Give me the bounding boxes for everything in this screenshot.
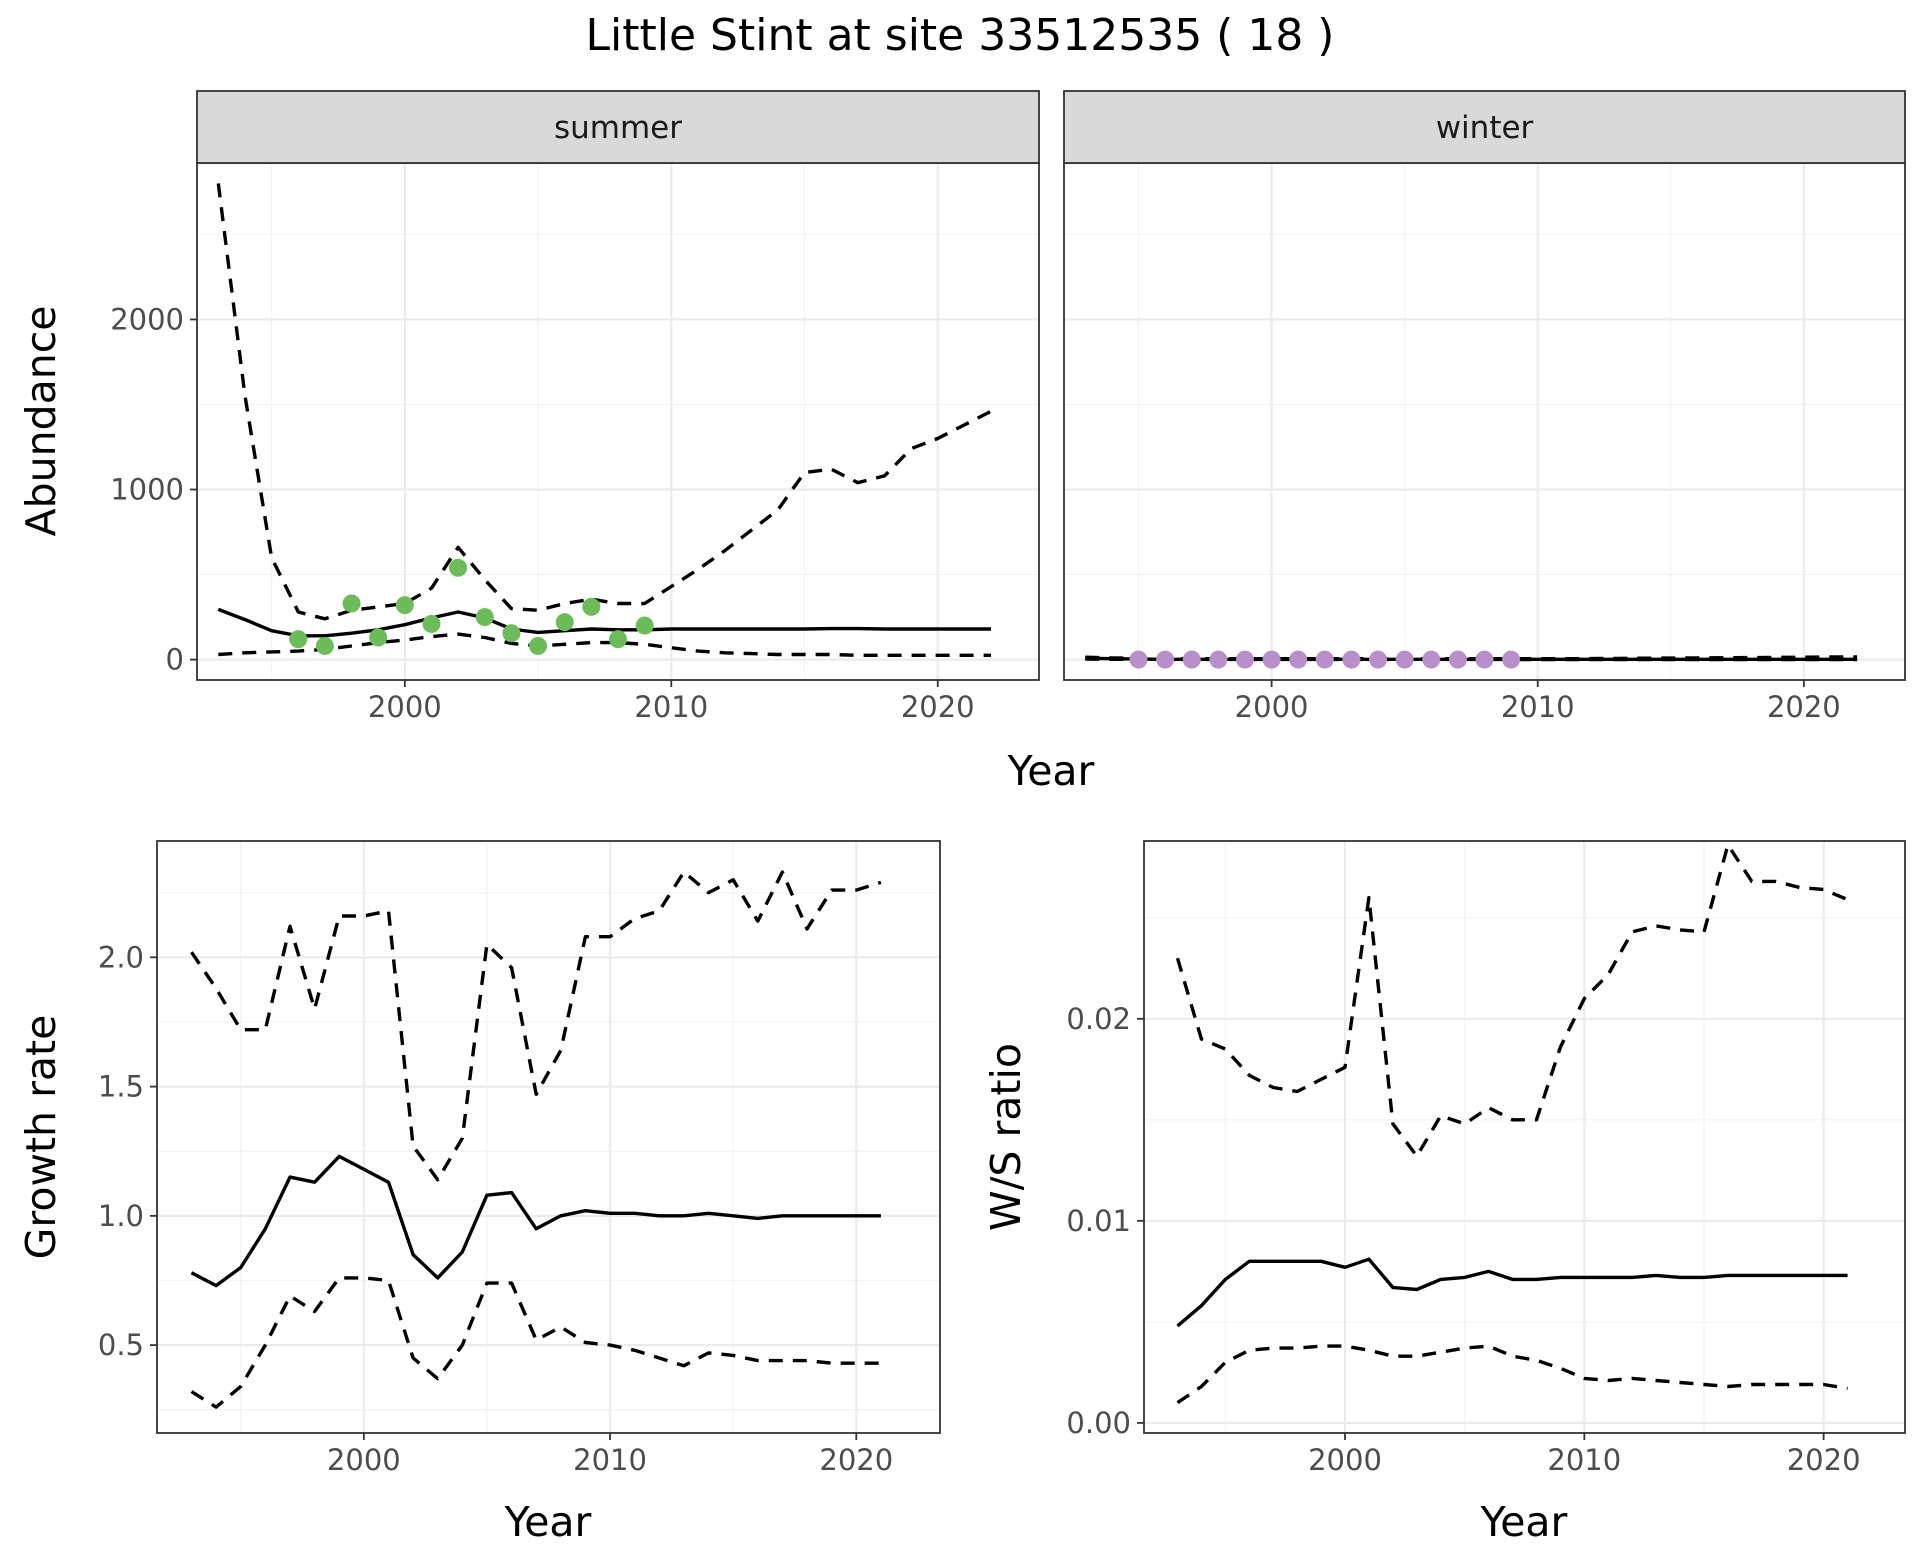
winter-strip-label: winter	[1436, 110, 1534, 146]
summer-series-upper	[216, 183, 992, 621]
growth-y-axis-title: Growth rate	[17, 1015, 65, 1260]
growth-y-tick-label: 1.0	[98, 1199, 144, 1233]
ratio-series-upper	[1175, 843, 1849, 1158]
ratio-panel-background	[1144, 841, 1905, 1433]
ratio-series-lower	[1176, 1344, 1848, 1405]
winter-data-point	[1315, 650, 1334, 669]
summer-panel: summer 2000 2010 2020 0 1000 2000	[110, 90, 1040, 724]
winter-data-point	[1502, 650, 1521, 669]
summer-y-tick-label: 0	[166, 643, 184, 677]
summer-y-tick-label: 2000	[110, 302, 184, 336]
ratio-y-tick-label: 0.01	[1066, 1204, 1131, 1238]
summer-data-point	[529, 636, 548, 655]
ratio-x-tick-label: 2010	[1547, 1443, 1621, 1477]
top-y-axis-title: Abundance	[17, 306, 65, 537]
summer-data-point	[609, 630, 627, 649]
winter-data-point	[1182, 650, 1201, 669]
ratio-panel: 2000 2010 2020 0.00 0.01 0.02	[1066, 840, 1906, 1477]
ratio-x-tick-label: 2000	[1308, 1443, 1382, 1477]
ratio-y-axis-title: W/S ratio	[982, 1043, 1030, 1231]
summer-data-point	[449, 558, 468, 577]
summer-data-point	[475, 608, 494, 627]
winter-data-point	[1262, 650, 1281, 669]
growth-x-axis-title: Year	[504, 1498, 592, 1546]
ratio-y-tick-label: 0.02	[1066, 1002, 1131, 1036]
summer-data-point	[369, 628, 388, 647]
summer-x-tick-label: 2020	[901, 690, 975, 724]
winter-panel-background	[1064, 163, 1905, 680]
summer-y-tick-label: 1000	[110, 473, 184, 507]
winter-data-point	[1448, 650, 1467, 669]
winter-strip	[1063, 90, 1906, 164]
growth-y-tick-label: 2.0	[98, 940, 144, 974]
winter-x-tick-label: 2020	[1767, 690, 1841, 724]
ratio-x-axis-title: Year	[1480, 1498, 1568, 1546]
winter-data-point	[1422, 650, 1441, 669]
summer-strip-label: summer	[554, 110, 682, 146]
winter-data-point	[1289, 650, 1308, 669]
winter-data-point	[1156, 650, 1175, 669]
winter-data-point	[1209, 650, 1228, 669]
growth-series-upper	[190, 870, 882, 1182]
summer-data-point	[555, 613, 574, 632]
ratio-series-estimate	[1176, 1257, 1848, 1328]
winter-data-point	[1475, 650, 1494, 669]
winter-panel: winter 2000 2010 2020	[1063, 90, 1906, 724]
growth-panel: 2000 2010 2020 0.5 1.0 1.5 2.0	[98, 840, 941, 1477]
summer-series-estimate	[217, 607, 991, 638]
summer-data-point	[582, 597, 601, 616]
summer-x-tick-label: 2010	[634, 690, 708, 724]
ratio-y-tick-label: 0.00	[1066, 1406, 1131, 1440]
growth-panel-frame	[156, 840, 941, 1434]
top-x-axis-title: Year	[1007, 747, 1095, 795]
summer-data-point	[422, 614, 441, 633]
summer-data-point	[315, 636, 334, 655]
summer-x-tick-label: 2000	[368, 690, 442, 724]
summer-panel-background	[197, 163, 1039, 680]
growth-y-tick-label: 0.5	[98, 1328, 144, 1362]
growth-x-tick-label: 2010	[573, 1443, 647, 1477]
summer-data-point	[342, 594, 361, 613]
main-title: Little Stint at site 33512535 ( 18 )	[586, 10, 1335, 61]
growth-series-estimate	[190, 1154, 881, 1288]
winter-data-point	[1369, 650, 1388, 669]
winter-x-tick-label: 2000	[1235, 690, 1309, 724]
winter-data-point	[1395, 650, 1414, 669]
summer-data-point	[395, 596, 414, 615]
winter-x-tick-label: 2010	[1501, 690, 1575, 724]
summer-series-lower	[218, 632, 991, 657]
summer-data-point	[289, 630, 308, 649]
ratio-panel-frame	[1143, 840, 1906, 1434]
growth-x-tick-label: 2000	[327, 1443, 401, 1477]
winter-data-point	[1129, 650, 1148, 669]
growth-y-tick-label: 1.5	[98, 1070, 144, 1104]
winter-data-point	[1235, 650, 1254, 669]
ratio-x-tick-label: 2020	[1787, 1443, 1861, 1477]
plot-area: summer 2000 2010 2020 0 1000 2000 winter 2000 201…	[17, 90, 1906, 1546]
summer-data-point	[502, 624, 521, 643]
summer-strip	[196, 90, 1040, 164]
winter-data-point	[1342, 650, 1361, 669]
summer-data-point	[635, 616, 654, 635]
growth-x-tick-label: 2020	[819, 1443, 893, 1477]
